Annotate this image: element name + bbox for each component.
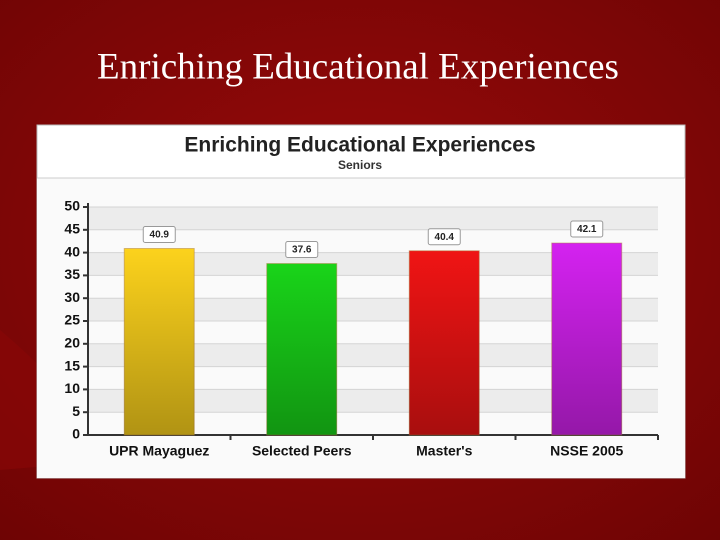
y-tick-label: 25 xyxy=(64,312,80,328)
y-tick-label: 10 xyxy=(64,380,80,396)
x-tick-label: UPR Mayaguez xyxy=(109,443,209,459)
value-label-box xyxy=(570,220,604,238)
grid-band xyxy=(88,298,658,321)
chart-subtitle: Seniors xyxy=(338,158,382,172)
value-label: 40.9 xyxy=(150,230,170,241)
value-label-box xyxy=(142,225,176,243)
y-tick-label: 45 xyxy=(64,221,80,237)
slide-title: Enriching Educational Experiences xyxy=(97,46,619,87)
y-tick-label: 50 xyxy=(64,198,80,214)
y-tick-label: 5 xyxy=(72,403,80,419)
x-tick-label: NSSE 2005 xyxy=(550,443,623,459)
x-tick-label: Selected Peers xyxy=(252,443,352,459)
x-tick-label: Master's xyxy=(416,443,472,459)
plot: 0 5 10 15 20 25 30 35 40 45 50 UPR Mayaguez 40.9 Sele… xyxy=(64,198,659,459)
chart-title: Enriching Educational Experiences xyxy=(184,134,535,157)
bar-shade xyxy=(409,250,480,435)
bar-shade xyxy=(266,263,337,435)
value-label: 37.6 xyxy=(292,245,312,256)
grid-band xyxy=(88,207,658,230)
grid-band xyxy=(88,252,658,276)
value-label-box xyxy=(285,241,319,259)
grid-band xyxy=(88,389,658,413)
value-label: 42.1 xyxy=(577,224,597,235)
y-tick-label: 0 xyxy=(72,426,80,442)
y-tick-label: 20 xyxy=(64,335,80,351)
y-tick-label: 40 xyxy=(64,243,80,259)
grid-band xyxy=(88,343,658,367)
y-tick-label: 35 xyxy=(64,266,80,282)
bar-shade xyxy=(124,248,195,435)
y-tick-label: 15 xyxy=(64,357,80,373)
bar-shade xyxy=(551,243,622,435)
value-label-box xyxy=(427,228,461,246)
y-tick-label: 30 xyxy=(64,289,80,305)
value-label: 40.4 xyxy=(435,232,455,243)
